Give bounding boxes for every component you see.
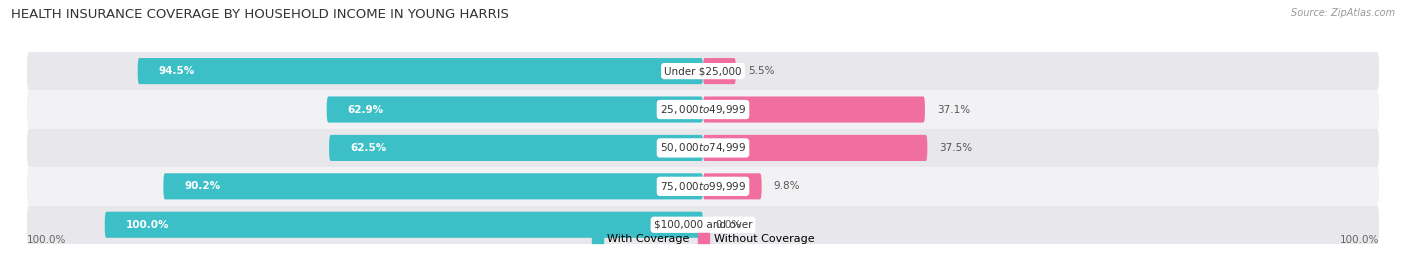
FancyBboxPatch shape <box>27 90 1379 129</box>
Text: 100.0%: 100.0% <box>27 235 66 245</box>
FancyBboxPatch shape <box>329 135 703 161</box>
FancyBboxPatch shape <box>163 173 703 199</box>
FancyBboxPatch shape <box>703 135 928 161</box>
FancyBboxPatch shape <box>27 129 1379 167</box>
Text: 37.5%: 37.5% <box>939 143 973 153</box>
FancyBboxPatch shape <box>27 167 1379 206</box>
Text: 90.2%: 90.2% <box>184 181 221 191</box>
Text: Source: ZipAtlas.com: Source: ZipAtlas.com <box>1291 8 1395 18</box>
FancyBboxPatch shape <box>27 206 1379 244</box>
FancyBboxPatch shape <box>326 97 703 123</box>
FancyBboxPatch shape <box>27 52 1379 90</box>
Text: 94.5%: 94.5% <box>159 66 195 76</box>
Text: HEALTH INSURANCE COVERAGE BY HOUSEHOLD INCOME IN YOUNG HARRIS: HEALTH INSURANCE COVERAGE BY HOUSEHOLD I… <box>11 8 509 21</box>
Text: 0.0%: 0.0% <box>716 220 741 230</box>
FancyBboxPatch shape <box>138 58 703 84</box>
Text: 5.5%: 5.5% <box>748 66 775 76</box>
Text: $75,000 to $99,999: $75,000 to $99,999 <box>659 180 747 193</box>
Text: Under $25,000: Under $25,000 <box>664 66 742 76</box>
Text: 9.8%: 9.8% <box>773 181 800 191</box>
FancyBboxPatch shape <box>104 212 703 238</box>
Text: $100,000 and over: $100,000 and over <box>654 220 752 230</box>
Text: 62.5%: 62.5% <box>350 143 387 153</box>
Legend: With Coverage, Without Coverage: With Coverage, Without Coverage <box>588 229 818 248</box>
Text: $25,000 to $49,999: $25,000 to $49,999 <box>659 103 747 116</box>
Text: 100.0%: 100.0% <box>1340 235 1379 245</box>
FancyBboxPatch shape <box>703 173 762 199</box>
Text: 37.1%: 37.1% <box>936 105 970 115</box>
FancyBboxPatch shape <box>703 97 925 123</box>
FancyBboxPatch shape <box>703 58 735 84</box>
Text: 62.9%: 62.9% <box>347 105 384 115</box>
Text: 100.0%: 100.0% <box>125 220 169 230</box>
Text: $50,000 to $74,999: $50,000 to $74,999 <box>659 141 747 154</box>
